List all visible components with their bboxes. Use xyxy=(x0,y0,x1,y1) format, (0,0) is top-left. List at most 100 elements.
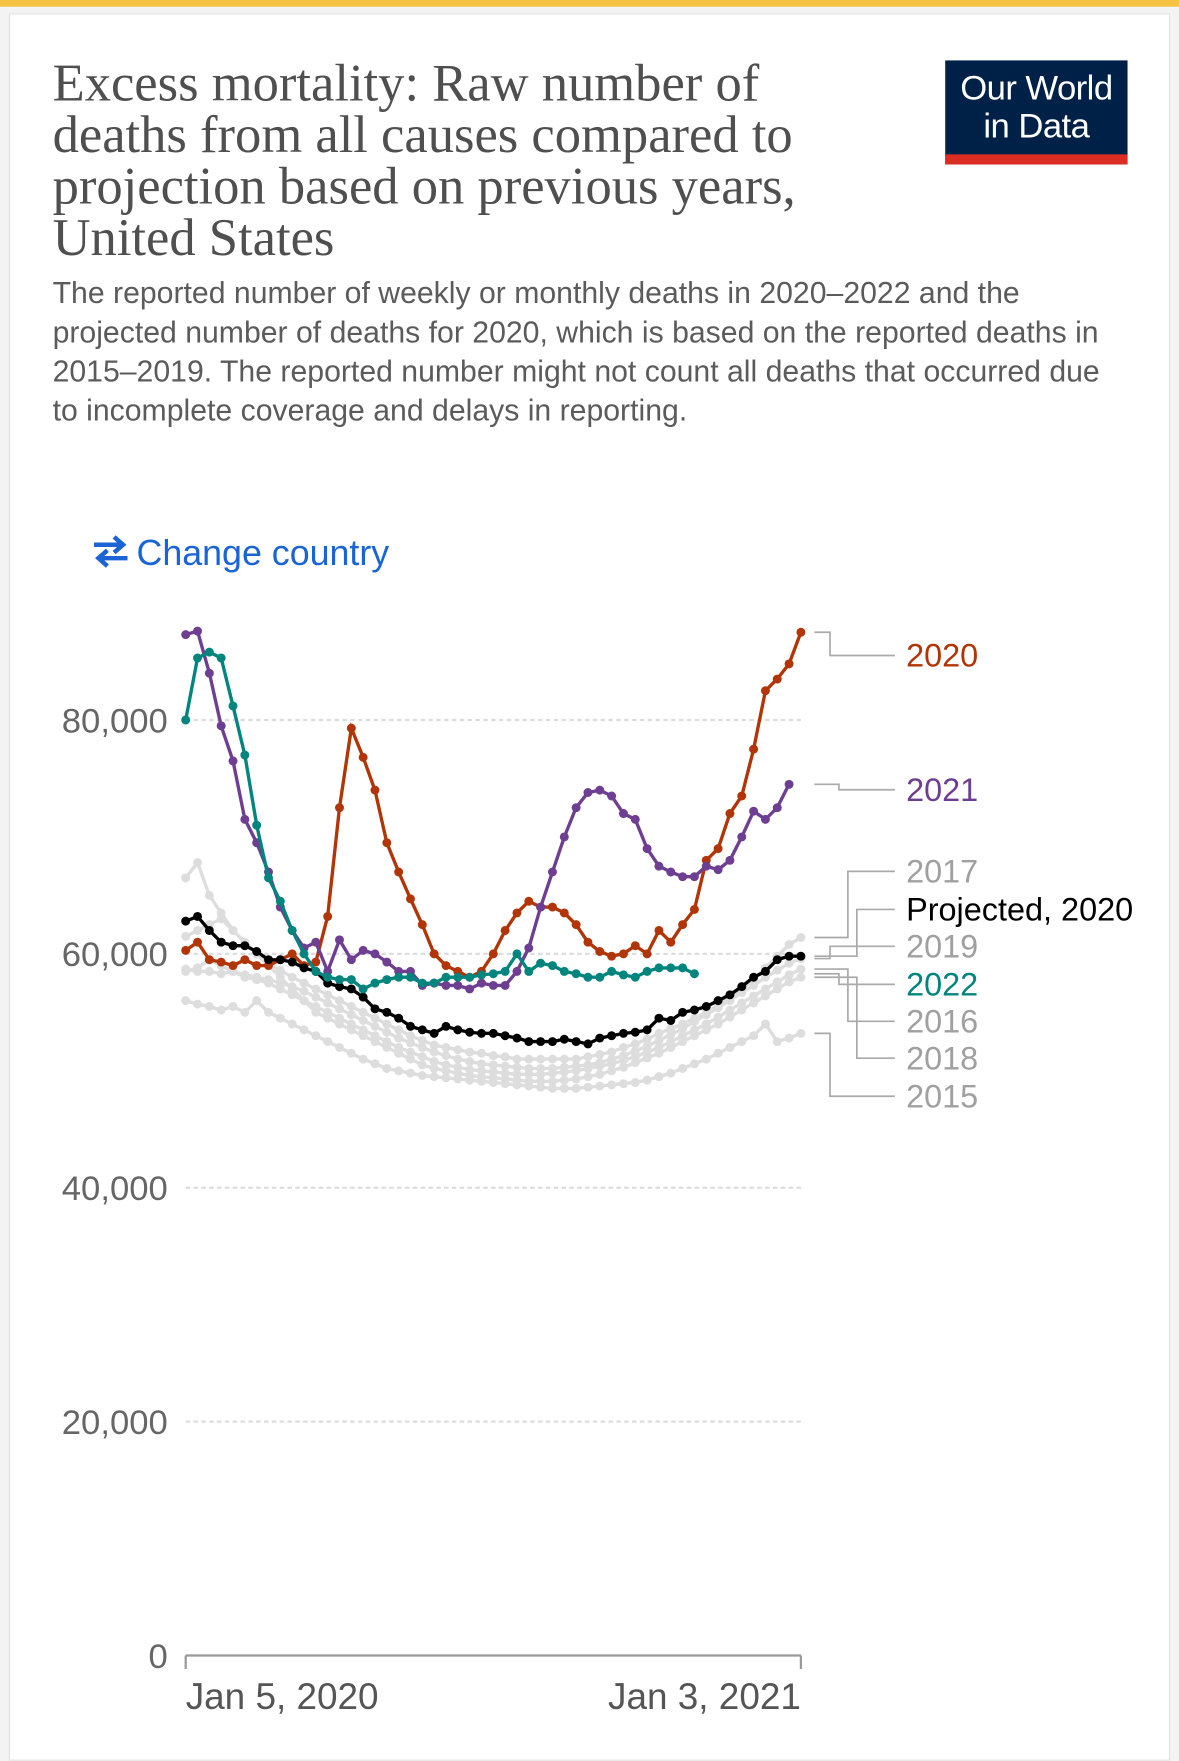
data-point xyxy=(642,1053,652,1063)
data-point xyxy=(796,933,806,942)
data-point xyxy=(784,1033,794,1043)
data-point xyxy=(417,978,427,988)
data-point xyxy=(382,1042,392,1052)
data-point xyxy=(512,966,522,976)
data-point xyxy=(607,951,617,961)
data-point xyxy=(193,858,202,868)
data-point xyxy=(204,890,214,900)
data-point xyxy=(524,896,534,906)
series-line xyxy=(184,631,803,980)
button-label[interactable]: Change country xyxy=(136,532,390,573)
data-point xyxy=(749,991,759,1001)
data-point xyxy=(642,949,652,959)
data-point xyxy=(701,1025,711,1035)
data-point xyxy=(429,1072,439,1082)
data-point xyxy=(500,925,510,935)
data-point xyxy=(678,1063,688,1073)
data-point xyxy=(512,908,522,918)
data-point xyxy=(358,1016,368,1025)
data-point xyxy=(547,902,557,912)
data-point xyxy=(406,1038,415,1048)
data-point xyxy=(264,1007,273,1017)
data-point xyxy=(536,902,546,912)
data-point xyxy=(607,1059,617,1069)
data-point xyxy=(193,911,202,921)
data-point xyxy=(299,949,309,959)
data-point xyxy=(394,1033,404,1043)
data-point xyxy=(571,1074,581,1084)
data-point xyxy=(784,970,794,980)
data-point xyxy=(642,966,652,976)
data-point xyxy=(772,984,782,994)
data-point xyxy=(547,1083,557,1093)
y-tick-label: 80,000 xyxy=(62,702,168,740)
data-point xyxy=(607,1080,617,1090)
data-point xyxy=(417,1071,427,1080)
data-point xyxy=(689,1031,699,1041)
data-point xyxy=(571,1066,581,1076)
x-tick-label: Jan 5, 2020 xyxy=(186,1676,379,1717)
data-point xyxy=(228,925,238,935)
series-label: 2021 xyxy=(906,772,978,808)
top-bar xyxy=(0,0,1179,7)
data-point xyxy=(382,838,392,848)
data-point xyxy=(335,1019,344,1029)
data-point xyxy=(299,963,309,973)
data-point xyxy=(689,1059,699,1069)
data-point xyxy=(441,961,451,971)
data-point xyxy=(406,972,415,982)
data-point xyxy=(571,969,581,979)
data-point xyxy=(429,1028,439,1038)
data-point xyxy=(358,945,368,955)
data-point xyxy=(618,1028,628,1038)
data-point xyxy=(536,1069,546,1079)
data-point xyxy=(713,1003,723,1013)
data-point xyxy=(618,1079,628,1089)
data-point xyxy=(760,984,770,994)
label-connector xyxy=(814,783,895,791)
data-point xyxy=(583,1082,593,1092)
data-point xyxy=(666,1030,676,1040)
data-point xyxy=(406,894,415,904)
chart-subtitle: The reported number of weekly or monthly… xyxy=(52,276,1100,428)
data-point xyxy=(358,752,368,762)
logo[interactable]: Our World in Data xyxy=(945,60,1128,165)
data-point xyxy=(500,1079,510,1089)
data-point xyxy=(311,937,321,947)
data-point xyxy=(772,674,782,684)
data-point xyxy=(630,1027,640,1037)
data-point xyxy=(441,1066,451,1076)
data-point xyxy=(476,1028,486,1038)
data-point xyxy=(299,1025,309,1035)
data-point xyxy=(512,1062,522,1072)
data-point xyxy=(654,925,664,935)
data-point xyxy=(654,1028,664,1038)
data-point xyxy=(216,914,226,924)
data-point xyxy=(583,1039,593,1049)
series-label: 2015 xyxy=(906,1078,978,1114)
data-point xyxy=(299,996,309,1006)
data-point xyxy=(488,1078,498,1087)
data-point xyxy=(358,992,368,1002)
data-point xyxy=(737,982,747,992)
change-country-button[interactable]: Change country xyxy=(89,532,389,573)
data-point xyxy=(559,908,569,918)
data-point xyxy=(193,653,202,663)
data-point xyxy=(512,1033,522,1043)
data-point xyxy=(240,972,250,982)
data-point xyxy=(275,1013,285,1023)
data-point xyxy=(571,803,581,813)
data-point xyxy=(252,975,262,985)
data-point xyxy=(500,980,510,990)
data-point xyxy=(713,1019,723,1029)
data-point xyxy=(713,996,723,1006)
series xyxy=(181,627,806,982)
data-point xyxy=(796,1028,806,1038)
data-point xyxy=(335,996,344,1006)
data-point xyxy=(701,1002,711,1011)
data-point xyxy=(370,785,380,795)
data-point xyxy=(772,977,782,987)
data-point xyxy=(760,686,770,696)
